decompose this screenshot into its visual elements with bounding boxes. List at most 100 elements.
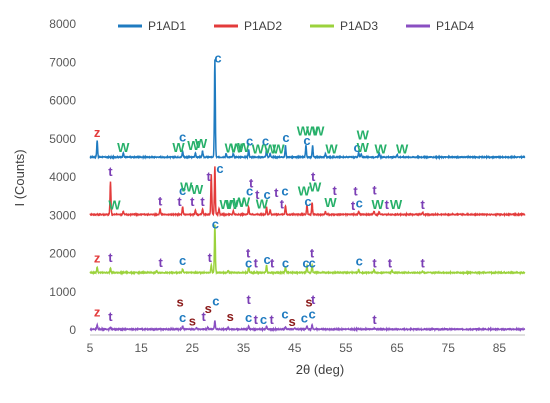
series-line-p1ad3 [89,224,526,276]
peak-label: W [187,138,200,153]
peak-label: t [270,312,275,327]
peak-label: t [351,198,356,213]
peak-label: W [357,128,370,143]
peak-label: z [94,250,101,265]
peak-label: t [311,169,316,184]
x-tick-label: 5 [87,341,94,355]
peak-label: c [281,307,288,322]
peak-label: W [309,180,322,195]
peak-label: c [308,307,315,322]
peak-label: c [301,310,308,325]
peak-label: c [212,294,219,309]
peak-label: t [254,255,259,270]
peak-label: t [385,197,390,212]
y-tick-label: 4000 [49,170,76,184]
peak-label: c [282,130,289,145]
legend: P1AD1 P1AD2 P1AD3 P1AD4 [118,19,474,33]
x-tick-label: 55 [339,341,353,355]
peak-label: c [308,255,315,270]
peak-label: c [179,129,186,144]
peak-label: t [255,187,260,202]
peak-label: W [256,196,269,211]
y-tick-label: 5000 [49,132,76,146]
peak-label: c [281,183,288,198]
peak-label: t [372,255,377,270]
peak-label: t [190,194,195,209]
legend-label: P1AD3 [340,19,378,33]
peak-label: t [254,312,259,327]
peak-label: W [298,183,311,198]
peak-label: W [375,141,388,156]
x-tick-label: 15 [134,341,148,355]
peak-label: t [280,196,285,211]
peak-label: c [354,140,361,155]
y-tick-label: 0 [69,323,76,337]
peak-label: c [246,183,253,198]
legend-label: P1AD1 [148,19,186,33]
peak-label: t [208,250,213,265]
peak-label: W [272,141,285,156]
peak-label: t [158,255,163,270]
peak-label: W [230,141,243,156]
peak-label: W [357,140,370,155]
peak-label: c [282,255,289,270]
peak-label: W [117,140,130,155]
peak-label: c [245,310,252,325]
y-tick-label: 2000 [49,247,76,261]
peak-label: s [176,294,183,309]
peak-label: t [420,255,425,270]
peak-label: t [200,194,205,209]
peak-label: W [180,180,193,195]
y-tick-label: 3000 [49,208,76,222]
peak-label: s [227,309,234,324]
peak-label: c [245,255,252,270]
peak-label: c [179,310,186,325]
peak-label: c [302,255,309,270]
peak-label: c [356,254,363,269]
y-tick-label: 6000 [49,94,76,108]
y-axis-label: I (Counts) [12,149,27,206]
x-tick-label: 25 [186,341,200,355]
peak-label: t [108,309,113,324]
peak-label: s [205,301,212,316]
peak-label: W [390,197,403,212]
legend-label: P1AD4 [436,19,474,33]
x-axis: 5 15 25 35 45 55 65 75 85 [87,334,525,355]
peak-label: W [219,197,232,212]
peak-label: t [353,183,358,198]
peak-label: W [252,141,265,156]
peak-label: W [226,197,239,212]
legend-label: P1AD2 [244,19,282,33]
peak-label: t [274,185,279,200]
peak-label: z [94,125,101,140]
peak-label: W [312,124,325,139]
peak-label: t [108,164,113,179]
peak-label: t [207,169,212,184]
peak-label: c [216,161,223,176]
peak-label: c [179,183,186,198]
peak-label: W [297,124,310,139]
peak-label: t [372,312,377,327]
peak-label: s [189,313,196,328]
peak-label: t [332,183,337,198]
peak-label: z [94,305,101,320]
peak-label: W [191,182,204,197]
series-lines [89,59,526,333]
x-tick-label: 85 [493,341,507,355]
peak-label: W [396,141,409,156]
peak-label: W [371,197,384,212]
peak-label: t [249,175,254,190]
series-line-p1ad1 [89,59,526,161]
x-tick-label: 75 [442,341,456,355]
peak-label: t [270,255,275,270]
peak-label: W [237,140,250,155]
x-tick-label: 65 [390,341,404,355]
x-tick-label: 35 [237,341,251,355]
peak-label: t [108,250,113,265]
peak-label: W [238,194,251,209]
peak-label: t [201,309,206,324]
peak-label: t [246,292,251,307]
peak-label: c [356,196,363,211]
peak-label: t [420,197,425,212]
